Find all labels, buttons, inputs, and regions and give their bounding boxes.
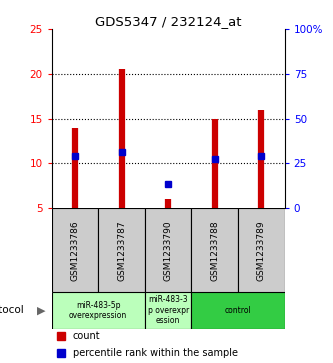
Text: miR-483-5p
overexpression: miR-483-5p overexpression [69,301,127,320]
Text: GSM1233789: GSM1233789 [257,220,266,281]
Bar [191,292,285,329]
Text: control: control [225,306,251,315]
Text: GSM1233787: GSM1233787 [117,220,126,281]
Bar [145,208,191,292]
Title: GDS5347 / 232124_at: GDS5347 / 232124_at [95,15,241,28]
Bar [52,208,98,292]
Bar [191,208,238,292]
Text: GSM1233788: GSM1233788 [210,220,219,281]
Text: GSM1233790: GSM1233790 [164,220,173,281]
Bar [238,208,285,292]
Text: percentile rank within the sample: percentile rank within the sample [73,348,237,358]
Bar [145,292,191,329]
Bar [98,208,145,292]
Text: ▶: ▶ [37,305,45,315]
Text: GSM1233786: GSM1233786 [70,220,80,281]
Bar [52,292,145,329]
Text: miR-483-3
p overexpr
ession: miR-483-3 p overexpr ession [148,295,189,325]
Text: count: count [73,331,100,341]
Text: protocol: protocol [0,305,24,315]
